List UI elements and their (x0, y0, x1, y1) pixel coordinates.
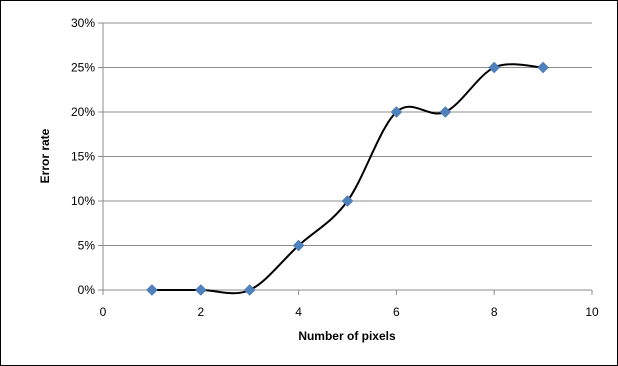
data-point (243, 284, 256, 296)
x-tick-label: 10 (585, 305, 599, 319)
x-axis-title: Number of pixels (298, 329, 396, 343)
y-tick-label: 30% (71, 16, 95, 30)
x-tick-label: 0 (100, 305, 107, 319)
x-tick-labels: 0 2 4 6 8 10 (100, 305, 599, 319)
y-tick-label: 0% (78, 283, 96, 297)
data-point (194, 284, 207, 296)
y-tick-label: 20% (71, 105, 95, 119)
y-tick-label: 10% (71, 194, 95, 208)
data-point (341, 195, 354, 207)
x-tick-label: 4 (295, 305, 302, 319)
data-point (439, 106, 452, 118)
series-line (151, 63, 544, 295)
data-point (146, 284, 158, 296)
y-tick-label: 5% (78, 239, 96, 253)
y-tick-labels: 0% 5% 10% 15% 20% 25% 30% (71, 16, 95, 297)
y-axis-title: Error rate (38, 128, 52, 183)
y-tick-label: 25% (71, 61, 95, 75)
x-tick-label: 2 (197, 305, 204, 319)
y-tick-label: 15% (71, 150, 95, 164)
x-tick-label: 8 (491, 305, 498, 319)
x-tick-label: 6 (393, 305, 400, 319)
data-point (292, 239, 305, 252)
data-point (390, 106, 403, 118)
series (146, 61, 549, 296)
data-point (537, 61, 549, 74)
data-point (488, 61, 501, 74)
gridlines (103, 22, 592, 246)
